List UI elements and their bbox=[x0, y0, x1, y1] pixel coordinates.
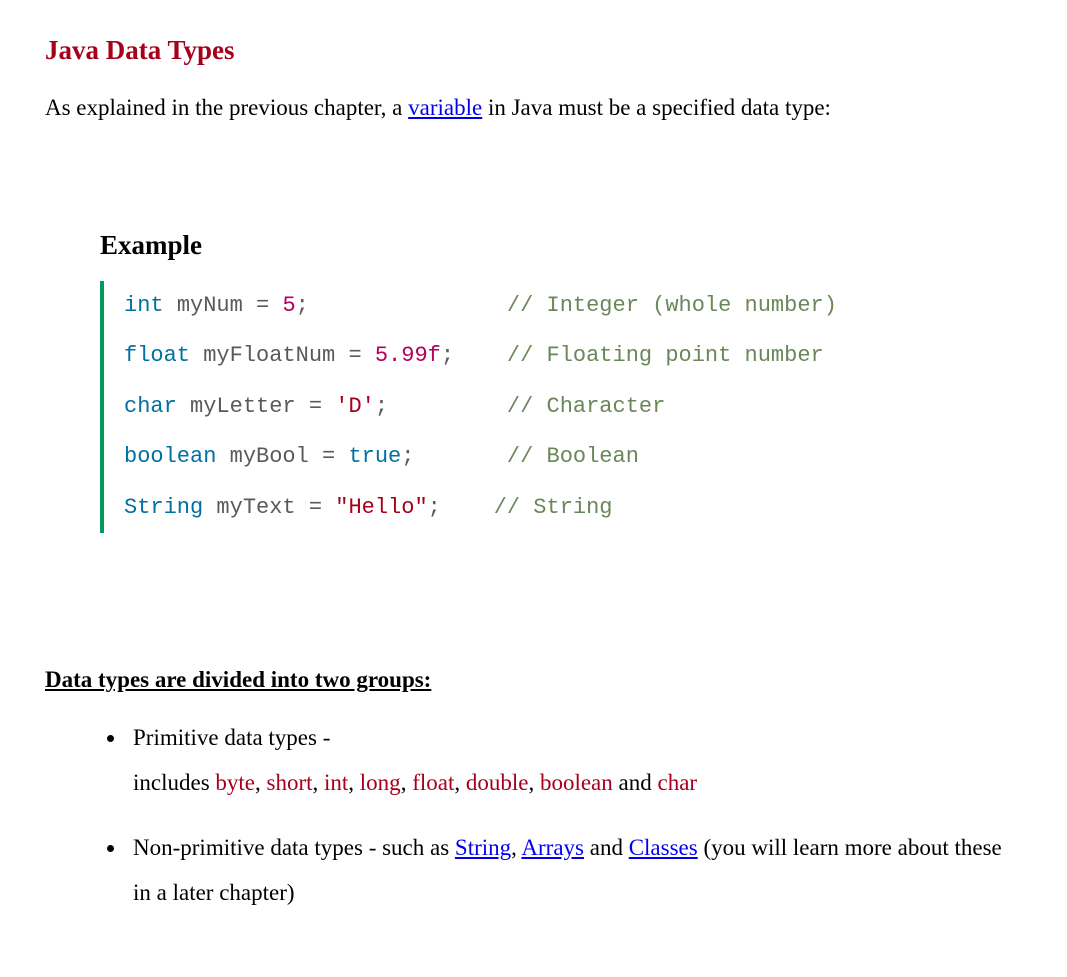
intro-text-pre: As explained in the previous chapter, a bbox=[45, 95, 408, 120]
nonprimitive-lead: Non-primitive data types - such as bbox=[133, 835, 455, 860]
primitive-keyword-list: byte, short, int, long, float, double, b… bbox=[215, 770, 612, 795]
code-line: String myText = "Hello"; // String bbox=[124, 483, 1022, 534]
primitive-keyword: short bbox=[267, 770, 313, 795]
primitive-keyword: int bbox=[324, 770, 348, 795]
code-line: int myNum = 5; // Integer (whole number) bbox=[124, 281, 1022, 332]
nonprimitive-link[interactable]: Arrays bbox=[521, 835, 584, 860]
code-comment: // Floating point number bbox=[507, 343, 824, 368]
variable-link[interactable]: variable bbox=[408, 95, 482, 120]
primitive-keyword: double bbox=[466, 770, 529, 795]
code-comment: // String bbox=[494, 495, 613, 520]
code-comment: // Character bbox=[507, 394, 665, 419]
primitive-lead: Primitive data types - bbox=[133, 725, 330, 750]
code-type: char bbox=[124, 394, 177, 419]
code-operator: = bbox=[309, 394, 322, 419]
nonprimitive-link[interactable]: String bbox=[455, 835, 511, 860]
primitive-and: and bbox=[613, 770, 658, 795]
primitive-types-item: Primitive data types - includes byte, sh… bbox=[127, 716, 1022, 806]
code-operator: = bbox=[322, 444, 335, 469]
code-punctuation: ; bbox=[428, 495, 441, 520]
code-identifier: myBool bbox=[230, 444, 309, 469]
code-type: String bbox=[124, 495, 203, 520]
code-value: 'D' bbox=[335, 394, 375, 419]
nonprimitive-link-list: String, Arrays and Classes bbox=[455, 835, 698, 860]
code-operator: = bbox=[348, 343, 361, 368]
code-line: boolean myBool = true; // Boolean bbox=[124, 432, 1022, 483]
code-type: boolean bbox=[124, 444, 216, 469]
code-punctuation: ; bbox=[375, 394, 388, 419]
code-identifier: myLetter bbox=[190, 394, 296, 419]
intro-paragraph: As explained in the previous chapter, a … bbox=[45, 91, 1022, 126]
code-line: char myLetter = 'D'; // Character bbox=[124, 382, 1022, 433]
code-value: "Hello" bbox=[335, 495, 427, 520]
code-identifier: myNum bbox=[177, 293, 243, 318]
code-punctuation: ; bbox=[296, 293, 309, 318]
example-heading: Example bbox=[100, 225, 1022, 266]
type-groups-list: Primitive data types - includes byte, sh… bbox=[45, 716, 1022, 915]
code-identifier: myText bbox=[216, 495, 295, 520]
nonprimitive-types-item: Non-primitive data types - such as Strin… bbox=[127, 826, 1022, 916]
primitive-keyword-last: char bbox=[657, 770, 697, 795]
code-operator: = bbox=[309, 495, 322, 520]
primitive-keyword: float bbox=[412, 770, 454, 795]
code-value: true bbox=[348, 444, 401, 469]
code-comment: // Boolean bbox=[507, 444, 639, 469]
page-title: Java Data Types bbox=[45, 30, 1022, 71]
code-punctuation: ; bbox=[401, 444, 414, 469]
primitive-keyword: boolean bbox=[540, 770, 613, 795]
primitive-includes: includes bbox=[133, 770, 215, 795]
primitive-keyword: byte bbox=[215, 770, 255, 795]
code-punctuation: ; bbox=[441, 343, 454, 368]
code-value: 5 bbox=[282, 293, 295, 318]
nonprimitive-link[interactable]: Classes bbox=[629, 835, 698, 860]
code-type: int bbox=[124, 293, 164, 318]
code-value: 5.99f bbox=[375, 343, 441, 368]
primitive-keyword: long bbox=[360, 770, 401, 795]
intro-text-post: in Java must be a specified data type: bbox=[482, 95, 831, 120]
code-line: float myFloatNum = 5.99f; // Floating po… bbox=[124, 331, 1022, 382]
code-operator: = bbox=[256, 293, 269, 318]
code-type: float bbox=[124, 343, 190, 368]
groups-subheading: Data types are divided into two groups: bbox=[45, 663, 1022, 698]
code-block: int myNum = 5; // Integer (whole number)… bbox=[100, 281, 1022, 534]
code-identifier: myFloatNum bbox=[203, 343, 335, 368]
code-comment: // Integer (whole number) bbox=[507, 293, 837, 318]
example-section: Example int myNum = 5; // Integer (whole… bbox=[100, 225, 1022, 533]
